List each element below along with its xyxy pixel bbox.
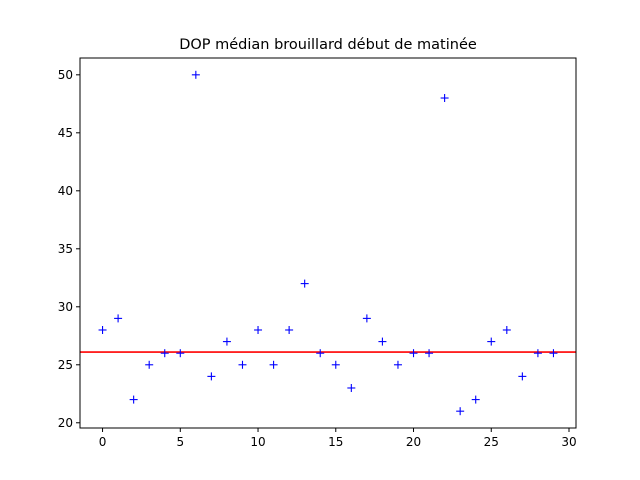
data-point (425, 349, 434, 358)
plot-area-background (80, 58, 576, 428)
data-point (222, 337, 231, 346)
y-tick-label: 45 (58, 126, 73, 140)
data-point (285, 325, 294, 334)
y-axis: 20 25 30 35 40 45 50 (58, 68, 80, 430)
data-point (207, 372, 216, 381)
y-tick-label: 50 (58, 68, 73, 82)
data-point (145, 360, 154, 369)
x-axis: 0 5 10 15 20 25 30 (99, 428, 577, 449)
x-tick-label: 25 (484, 435, 499, 449)
x-tick-label: 15 (328, 435, 343, 449)
data-point (316, 349, 325, 358)
y-tick-label: 25 (58, 358, 73, 372)
y-tick-label: 20 (58, 416, 73, 430)
data-point (518, 372, 527, 381)
data-point (238, 360, 247, 369)
data-point (502, 325, 511, 334)
y-tick-label: 40 (58, 184, 73, 198)
data-point (114, 314, 123, 323)
data-point (98, 325, 107, 334)
data-point (409, 349, 418, 358)
data-point (300, 279, 309, 288)
data-point (456, 407, 465, 416)
data-point (347, 383, 356, 392)
chart-title: DOP médian brouillard début de matinée (179, 37, 477, 53)
data-point (129, 395, 138, 404)
x-tick-label: 0 (99, 435, 107, 449)
x-tick-label: 10 (250, 435, 265, 449)
data-point (393, 360, 402, 369)
plot-frame (79, 57, 577, 429)
data-point (269, 360, 278, 369)
x-tick-label: 5 (176, 435, 184, 449)
y-tick-label: 30 (58, 300, 73, 314)
data-point (378, 337, 387, 346)
x-tick-label: 20 (406, 435, 421, 449)
data-points-layer (98, 70, 558, 416)
data-point (362, 314, 371, 323)
data-point (191, 70, 200, 79)
data-point (549, 349, 558, 358)
x-tick-label: 30 (561, 435, 576, 449)
data-point (440, 94, 449, 103)
y-tick-label: 35 (58, 242, 73, 256)
data-point (331, 360, 340, 369)
data-point (176, 349, 185, 358)
data-point (487, 337, 496, 346)
data-point (471, 395, 480, 404)
data-point (533, 349, 542, 358)
data-point (254, 325, 263, 334)
data-point (160, 349, 169, 358)
